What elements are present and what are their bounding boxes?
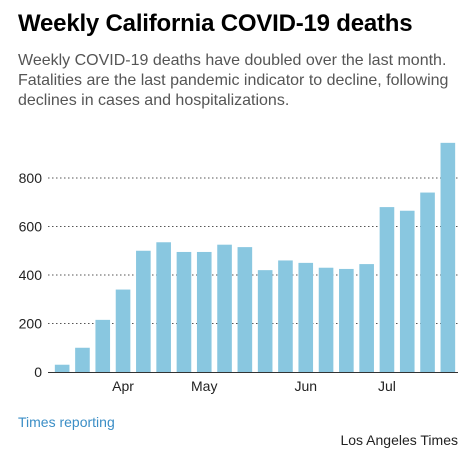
bar bbox=[339, 268, 354, 372]
x-tick-label: Jun bbox=[294, 378, 317, 394]
bar bbox=[54, 364, 70, 372]
bar bbox=[95, 319, 111, 372]
bar bbox=[318, 267, 334, 372]
x-tick-label: Jul bbox=[378, 378, 396, 394]
bar bbox=[298, 262, 314, 372]
y-tick-label: 200 bbox=[19, 316, 43, 332]
bar bbox=[359, 264, 374, 372]
chart-subtitle: Weekly COVID-19 deaths have doubled over… bbox=[18, 52, 449, 109]
y-tick-label: 600 bbox=[19, 219, 43, 235]
bar bbox=[278, 260, 293, 372]
bar bbox=[237, 247, 253, 372]
bar bbox=[399, 210, 415, 372]
chart-title: Weekly California COVID-19 deaths bbox=[18, 10, 413, 37]
bar bbox=[156, 242, 171, 372]
x-tick-label: Apr bbox=[112, 378, 134, 394]
y-tick-label: 0 bbox=[34, 364, 42, 380]
bar bbox=[196, 251, 212, 372]
bar bbox=[115, 289, 131, 372]
bar bbox=[176, 251, 192, 372]
x-tick-label: May bbox=[191, 378, 217, 394]
bar bbox=[217, 244, 232, 372]
bar bbox=[136, 250, 151, 372]
y-tick-label: 400 bbox=[19, 267, 43, 283]
source-link[interactable]: Times reporting bbox=[18, 414, 115, 430]
bar bbox=[420, 192, 435, 372]
bar bbox=[75, 347, 90, 372]
bar bbox=[379, 207, 395, 372]
bar bbox=[257, 270, 273, 372]
publisher-credit: Los Angeles Times bbox=[340, 432, 458, 448]
bar bbox=[440, 142, 456, 372]
y-tick-label: 800 bbox=[19, 170, 43, 186]
